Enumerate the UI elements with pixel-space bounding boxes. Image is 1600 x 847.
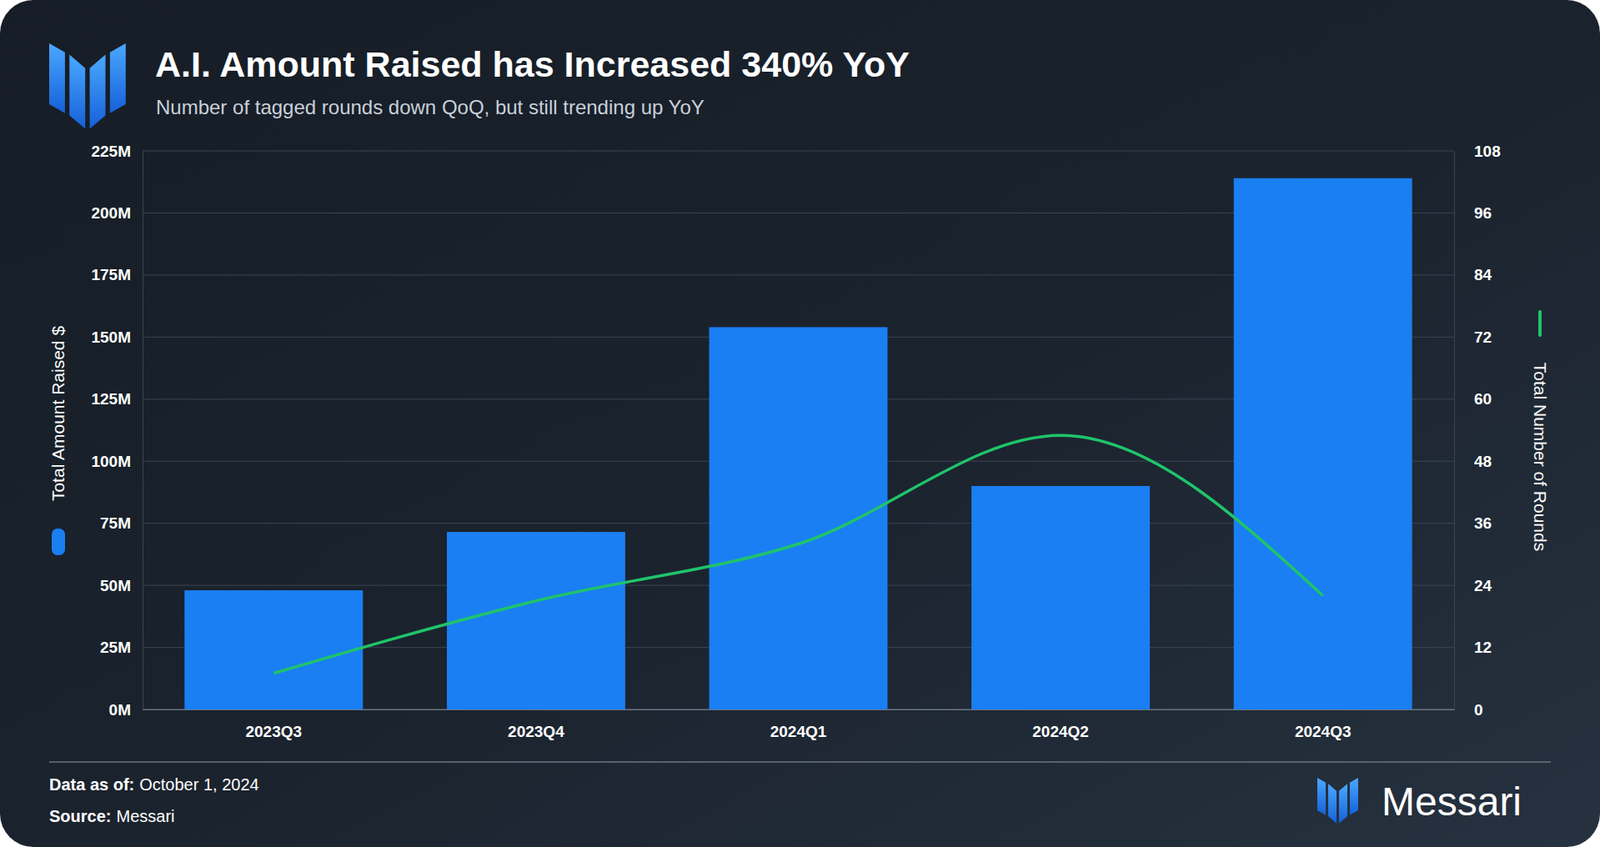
y2-axis: 0 12 24 36 48 60 72 84 96 108 [1454,142,1501,719]
footer-rule [49,761,1551,763]
y2-tick-label: 48 [1474,452,1492,471]
bar-series [184,178,1412,710]
x-tick: 2024Q1 [770,709,828,741]
y-tick-label: 75M [100,514,131,532]
x-axis-line [143,709,1455,711]
legend-swatch [51,528,66,556]
y-tick: 125M [90,390,143,408]
y2-tick: 108 [1454,142,1501,161]
y-tick: 50M [100,576,143,595]
x-tick-label: 2023Q4 [507,722,565,741]
bar [1233,178,1413,710]
y-tick-label: 125M [90,390,131,408]
y2-tick: 48 [1454,452,1492,471]
logo-shape [1339,783,1348,824]
y-tick: 100M [90,452,143,471]
footer-note-text: October 1, 2024 [139,775,259,794]
bar [184,590,363,710]
logo-shape [49,43,66,114]
plot-area [184,178,1412,710]
y2-tick-label: 24 [1474,576,1493,595]
y2-tick: 0 [1454,701,1484,719]
y-tick-label: 150M [90,328,131,347]
footer-note: Source:Messari [49,807,175,826]
y-tick-label: 0M [109,701,131,719]
subtitle: Number of tagged rounds down QoQ, but st… [155,95,705,119]
chart-root: A.I. Amount Raised has Increased 340% Yo… [0,0,1600,847]
brand-logo [1317,777,1359,824]
y-tick: 25M [100,638,143,657]
y2-tick-label: 108 [1474,142,1501,161]
x-tick: 2023Q4 [507,709,565,741]
bar [971,486,1150,710]
bar [446,531,626,710]
x-tick: 2024Q2 [1032,709,1089,741]
y2-tick: 96 [1454,204,1492,222]
y-tick: 75M [100,514,143,532]
y-tick-label: 225M [90,142,131,161]
legend-entry: Total Amount Raised $ [48,326,68,556]
footer-note: Data as of:October 1, 2024 [49,775,260,794]
y2-tick-label: 96 [1474,204,1492,222]
y2-tick: 12 [1454,638,1492,657]
y-axis: 0M 25M 50M 75M 100M 125M 150M 175M 200M 225M [90,142,143,719]
y-tick-label: 175M [90,265,131,284]
x-tick-label: 2024Q2 [1032,722,1089,741]
footer-note-text: Messari [115,807,175,826]
x-tick-label: 2024Q3 [1294,722,1352,741]
y2-tick: 84 [1454,265,1493,284]
y2-tick-label: 72 [1474,328,1492,347]
y2-tick-label: 12 [1474,638,1492,657]
legend-swatch [1538,311,1542,336]
title: A.I. Amount Raised has Increased 340% Yo… [155,44,910,85]
y-tick: 225M [90,142,143,161]
y-tick: 200M [90,204,143,222]
y2-tick-label: 84 [1474,265,1493,284]
logo-shape [69,55,86,130]
logo-shape [90,55,106,130]
y2-axis-line [1454,151,1455,711]
y2-tick-label: 36 [1474,514,1492,532]
y-tick-label: 100M [90,452,131,471]
background [0,0,1600,847]
x-tick-label: 2023Q3 [245,722,302,741]
y-tick: 150M [90,328,143,347]
footer-note-label: Data as of: [49,775,135,794]
y2-tick: 72 [1454,328,1492,347]
y2-tick: 36 [1454,514,1492,532]
y2-tick: 24 [1454,576,1493,595]
grid [142,150,1455,710]
y-tick: 175M [90,265,143,284]
x-tick: 2023Q3 [245,709,302,741]
logo-shape [110,43,126,114]
logo-shape [1349,777,1359,816]
logo-shape [1317,777,1326,816]
logo-shape [1328,783,1337,824]
legend-label: Total Number of Rounds [1530,362,1550,552]
legend-entry: Total Number of Rounds [1530,311,1550,552]
y-axis-line [142,151,144,711]
brand: Messari [1381,779,1522,824]
x-axis: 2023Q3 2023Q4 2024Q1 2024Q2 2024Q3 [143,709,1455,741]
y-tick-label: 25M [100,638,131,657]
y-tick-label: 200M [90,204,131,222]
x-tick: 2024Q3 [1294,709,1352,741]
y2-tick: 60 [1454,390,1492,408]
legend-label: Total Amount Raised $ [48,326,68,502]
x-tick-label: 2024Q1 [770,722,828,741]
line [273,435,1323,673]
y-tick-label: 50M [100,576,131,595]
y-tick: 0M [109,701,143,719]
grid-line [142,150,1455,152]
footer-note-label: Source: [49,807,111,826]
y2-tick-label: 0 [1474,701,1484,719]
logo [49,43,126,130]
y2-tick-label: 60 [1474,390,1492,408]
